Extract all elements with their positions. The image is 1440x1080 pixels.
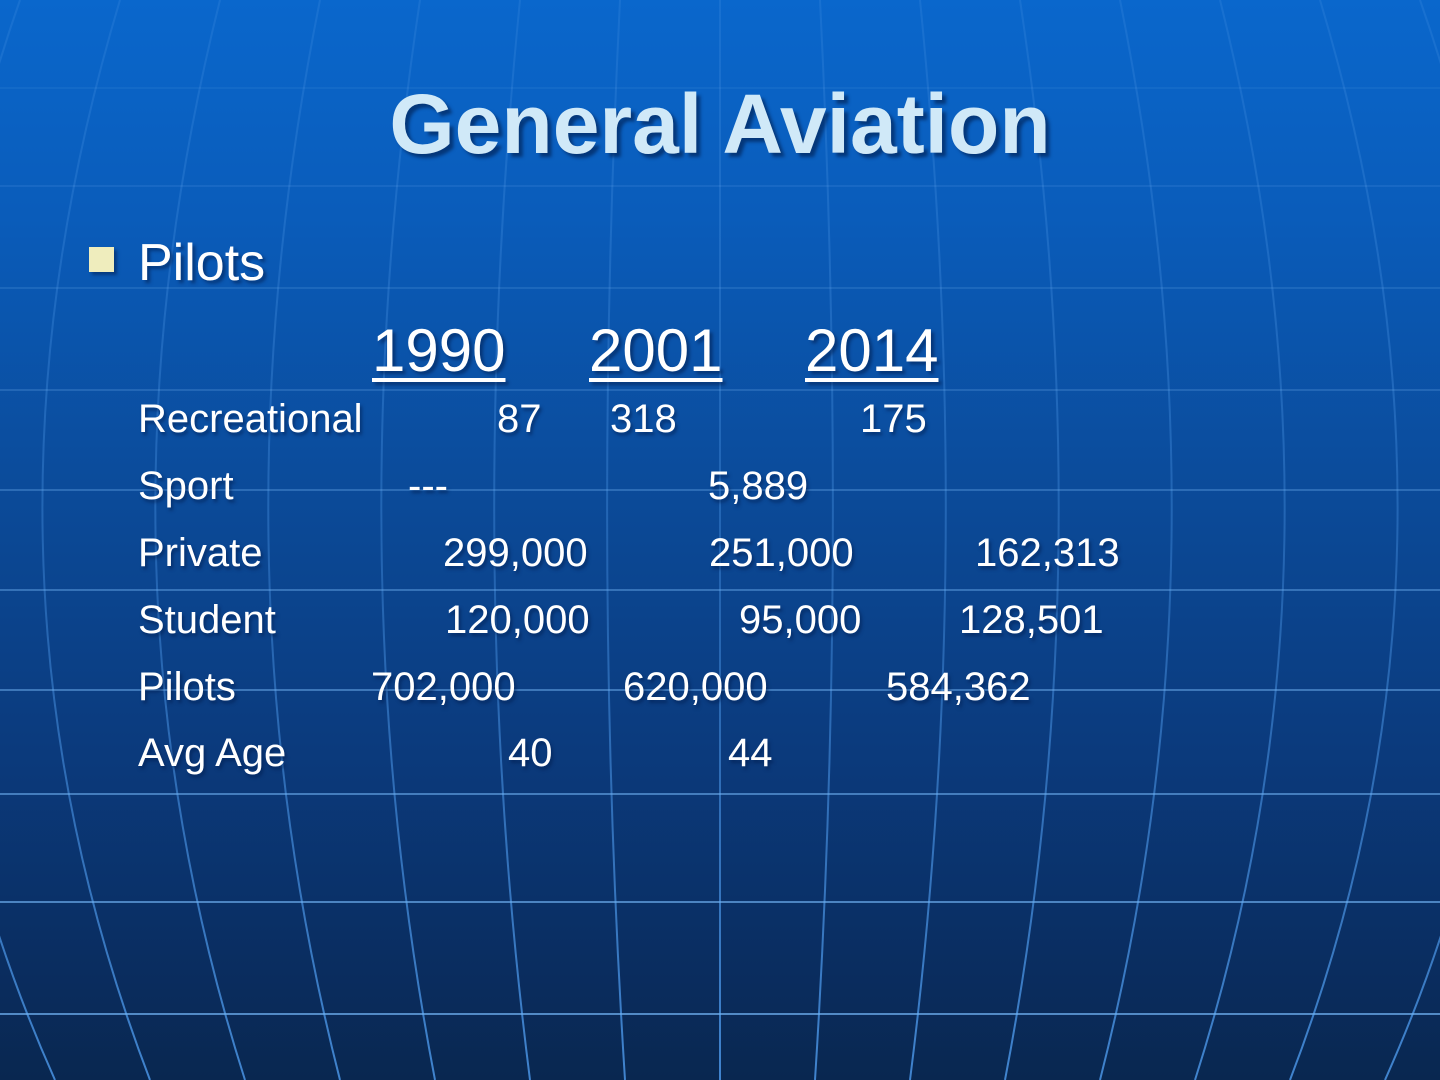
table-cell: 87 [497, 397, 542, 441]
table-cell: 251,000 [709, 531, 854, 575]
row-label: Sport [138, 464, 234, 508]
row-label: Student [138, 598, 276, 642]
year-header-1990: 1990 [372, 317, 506, 384]
table-header-row: 1990 2001 2014 [0, 321, 1440, 391]
year-header-2001: 2001 [589, 317, 723, 384]
row-label: Recreational [138, 397, 363, 441]
table-cell: --- [408, 464, 448, 508]
bullet-label: Pilots [138, 234, 266, 292]
table-cell: 128,501 [959, 598, 1104, 642]
row-label: Private [138, 531, 263, 575]
table-row-avg-age: Avg Age 40 44 [0, 733, 1440, 783]
table-cell: 120,000 [445, 598, 590, 642]
table-cell: 299,000 [443, 531, 588, 575]
slide-title: General Aviation [389, 77, 1051, 171]
table-cell: 40 [508, 731, 553, 775]
table-cell: 318 [610, 397, 677, 441]
table-row-recreational: Recreational 87 318 175 [0, 399, 1440, 449]
table-row-private: Private 299,000 251,000 162,313 [0, 533, 1440, 583]
table-cell: 44 [728, 731, 773, 775]
table-cell: 162,313 [975, 531, 1120, 575]
table-row-pilots: Pilots 702,000 620,000 584,362 [0, 667, 1440, 717]
table-cell: 5,889 [708, 464, 809, 508]
table-cell: 620,000 [623, 665, 768, 709]
table-cell: 702,000 [371, 665, 516, 709]
year-header-2014: 2014 [805, 317, 939, 384]
row-label: Avg Age [138, 731, 287, 775]
table-cell: 95,000 [739, 598, 862, 642]
bullet-square-icon [89, 247, 114, 272]
row-label: Pilots [138, 665, 236, 709]
table-row-student: Student 120,000 95,000 128,501 [0, 600, 1440, 650]
table-cell: 584,362 [886, 665, 1031, 709]
table-row-sport: Sport --- 5,889 [0, 466, 1440, 516]
table-cell: 175 [860, 397, 927, 441]
